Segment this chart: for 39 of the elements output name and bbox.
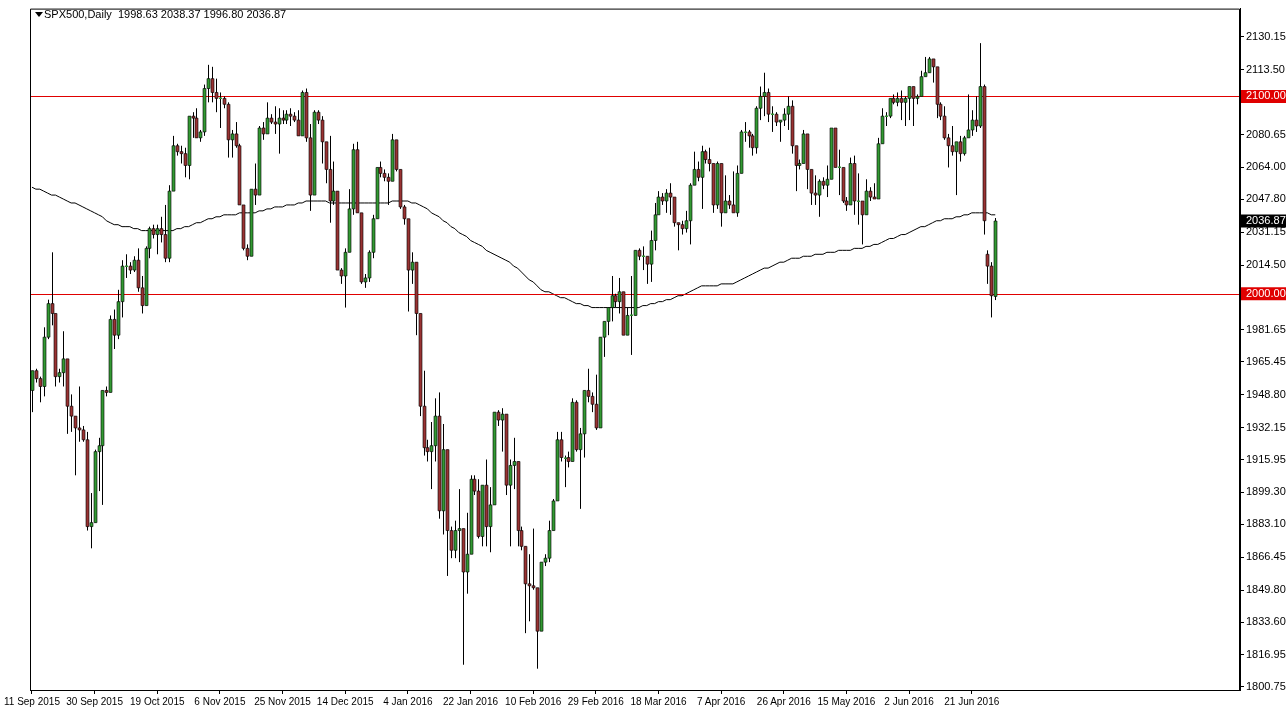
y-tick-label: 2064.00 bbox=[1246, 160, 1286, 173]
x-tick-label: 7 Apr 2016 bbox=[696, 695, 746, 707]
y-tick-label: 1883.10 bbox=[1246, 517, 1286, 530]
x-tick-label: 4 Jan 2016 bbox=[383, 695, 434, 707]
x-tick-label: 18 Mar 2016 bbox=[630, 695, 687, 707]
x-tick-label: 19 Oct 2015 bbox=[130, 695, 185, 707]
y-tick-label: 1899.30 bbox=[1246, 485, 1286, 498]
x-tick-label: 2 Jun 2016 bbox=[884, 695, 935, 707]
x-tick-label: 11 Sep 2015 bbox=[3, 695, 61, 707]
x-tick-label: 15 May 2016 bbox=[817, 695, 876, 707]
text: 2036.87 bbox=[1246, 214, 1286, 227]
y-tick-label: 1866.45 bbox=[1246, 550, 1286, 563]
x-tick-label: 29 Feb 2016 bbox=[567, 695, 625, 707]
x-tick-label: 22 Jan 2016 bbox=[443, 695, 499, 707]
y-tick-label: 2047.80 bbox=[1246, 192, 1286, 205]
x-tick-label: 6 Nov 2015 bbox=[194, 695, 246, 707]
y-tick-label: 1948.80 bbox=[1246, 387, 1286, 400]
y-tick-label: 2031.15 bbox=[1246, 225, 1286, 238]
x-tick-label: 25 Nov 2015 bbox=[254, 695, 312, 707]
y-tick-label: 1981.65 bbox=[1246, 322, 1286, 335]
y-tick-label: 1965.45 bbox=[1246, 354, 1286, 367]
y-tick-label: 1800.75 bbox=[1246, 679, 1286, 692]
x-tick-label: 14 Dec 2015 bbox=[316, 695, 375, 707]
y-tick-label: 2014.50 bbox=[1246, 258, 1286, 271]
y-tick-label: 1833.60 bbox=[1246, 615, 1286, 628]
x-tick-label: 26 Apr 2016 bbox=[756, 695, 812, 707]
y-tick-label: 1915.95 bbox=[1246, 452, 1286, 465]
x-tick-label: 30 Sep 2015 bbox=[66, 695, 124, 707]
y-tick-label: 2080.65 bbox=[1246, 127, 1286, 140]
ref-line-label: 2000.00 bbox=[1246, 286, 1286, 299]
y-tick-label: 1816.95 bbox=[1246, 648, 1286, 660]
y-tick-label: 2113.50 bbox=[1246, 62, 1285, 75]
y-tick-label: 1932.15 bbox=[1246, 420, 1286, 433]
y-tick-label: 2130.15 bbox=[1246, 29, 1286, 42]
y-tick-label: 1849.80 bbox=[1246, 583, 1286, 596]
x-tick-label: 21 Jun 2016 bbox=[944, 695, 1000, 707]
x-tick-label: 10 Feb 2016 bbox=[505, 695, 562, 707]
ref-line-label: 2100.00 bbox=[1246, 89, 1286, 102]
chart-title: SPX500,Daily 1998.63 2038.37 1996.80 2036.87 bbox=[44, 8, 287, 20]
